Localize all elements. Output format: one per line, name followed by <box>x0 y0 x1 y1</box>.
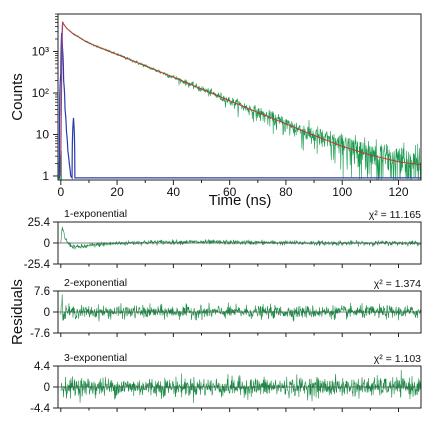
decay-axis-ticks: 0 20 40 60 80 100 120 1 10 10² 10³ <box>32 13 409 199</box>
x-tick-label: 0 <box>57 185 64 199</box>
decay-series-line <box>60 21 422 180</box>
y-tick-label: 1 <box>42 169 49 183</box>
residual-y-tick-label: 0 <box>44 238 50 250</box>
x-tick-label: 60 <box>223 185 237 199</box>
residual-y-tick-label: -7.6 <box>30 328 50 340</box>
fit-series-line <box>61 21 421 165</box>
residual-panel-title: 2-exponential <box>64 277 127 289</box>
residual-panel-3: 4.4 0 -4.4 3-exponential χ² = 1.103 <box>30 352 422 415</box>
x-tick-label: 20 <box>110 185 124 199</box>
y-tick-label: 10 <box>36 127 50 141</box>
residual-y-tick-label: 7.6 <box>34 286 50 298</box>
chi-squared-label: χ² = 11.165 <box>369 209 421 221</box>
x-tick-label: 80 <box>279 185 293 199</box>
residuals-axis-label: Residuals <box>9 279 26 345</box>
residual-y-tick-label: 0 <box>44 307 50 319</box>
y-tick-label: 10² <box>32 86 49 100</box>
residual-panel-title: 3-exponential <box>64 352 127 364</box>
residual-panel-2: 7.6 0 -7.6 2-exponential χ² = 1.374 <box>30 277 422 340</box>
residual-series-line <box>60 369 422 404</box>
decay-plot: 0 20 40 60 80 100 120 1 10 10² 10³ Time (ns) Count… <box>9 13 422 209</box>
residual-y-tick-label: 25.4 <box>28 217 51 229</box>
x-axis-label: Time (ns) <box>209 192 272 209</box>
chi-squared-label: χ² = 1.103 <box>374 353 421 365</box>
residual-panel-1: 25.4 0 -25.4 1-exponential χ² = 11.165 <box>24 208 422 271</box>
chi-squared-label: χ² = 1.374 <box>374 278 421 290</box>
residual-panel-title: 1-exponential <box>64 208 127 220</box>
y-axis-label: Counts <box>9 73 26 121</box>
rise-series-line <box>59 21 64 176</box>
x-tick-label: 40 <box>167 185 181 199</box>
x-tick-label: 100 <box>332 185 352 199</box>
decay-data-layer <box>58 21 422 180</box>
residual-series-line <box>60 226 422 250</box>
residual-y-tick-label: -25.4 <box>24 259 51 271</box>
residual-series-line <box>60 294 422 322</box>
residual-y-tick-label: 0 <box>44 382 50 394</box>
x-tick-label: 120 <box>388 185 408 199</box>
residual-y-tick-label: -4.4 <box>30 403 50 415</box>
residual-y-tick-label: 4.4 <box>34 361 51 373</box>
y-tick-label: 10³ <box>32 44 49 58</box>
